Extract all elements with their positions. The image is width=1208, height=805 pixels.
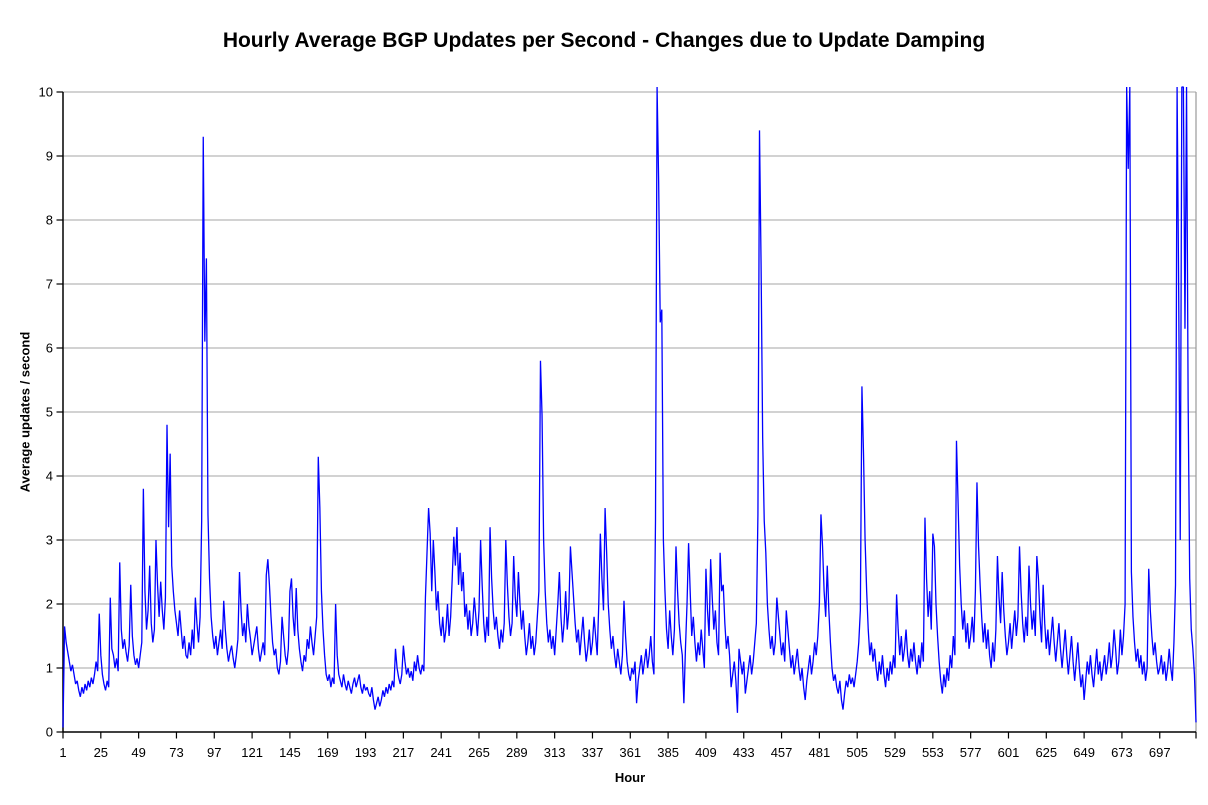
x-tick-label: 433 [733,745,755,760]
x-tick-label: 697 [1149,745,1171,760]
x-tick-label: 361 [619,745,641,760]
x-tick-label: 625 [1035,745,1057,760]
x-tick-label: 649 [1073,745,1095,760]
x-tick-label: 217 [393,745,415,760]
y-tick-label: 8 [46,213,53,228]
chart-title: Hourly Average BGP Updates per Second - … [222,29,986,52]
x-tick-label: 601 [998,745,1020,760]
x-tick-label: 457 [771,745,793,760]
x-tick-label: 505 [846,745,868,760]
y-tick-label: 10 [39,85,53,100]
x-tick-label: 241 [430,745,452,760]
x-tick-label: 313 [544,745,566,760]
x-tick-label: 673 [1111,745,1133,760]
y-tick-label: 0 [46,725,53,740]
x-tick-label: 121 [241,745,263,760]
y-tick-label: 7 [46,277,53,292]
y-tick-label: 1 [46,661,53,676]
bgp-updates-series-line [62,86,1197,728]
x-tick-label: 529 [884,745,906,760]
x-tick-label: 577 [960,745,982,760]
x-tick-label: 97 [207,745,221,760]
x-tick-label: 1 [59,745,66,760]
x-tick-label: 73 [169,745,183,760]
y-axis-title: Average updates / second [17,331,33,493]
x-tick-label: 481 [809,745,831,760]
y-tick-label: 3 [46,533,53,548]
x-tick-label: 409 [695,745,717,760]
x-tick-label: 169 [317,745,339,760]
x-tick-label: 385 [657,745,679,760]
x-tick-label: 553 [922,745,944,760]
x-tick-label: 337 [582,745,604,760]
x-tick-label: 193 [355,745,377,760]
y-tick-label: 5 [46,405,53,420]
x-tick-label: 265 [468,745,490,760]
x-tick-label: 25 [94,745,108,760]
x-tick-label: 145 [279,745,301,760]
y-tick-label: 4 [46,469,53,484]
x-axis-title: Hour [614,770,646,785]
y-tick-label: 9 [46,149,53,164]
y-tick-label: 2 [46,597,53,612]
y-tick-label: 6 [46,341,53,356]
x-tick-label: 289 [506,745,528,760]
x-tick-label: 49 [131,745,145,760]
